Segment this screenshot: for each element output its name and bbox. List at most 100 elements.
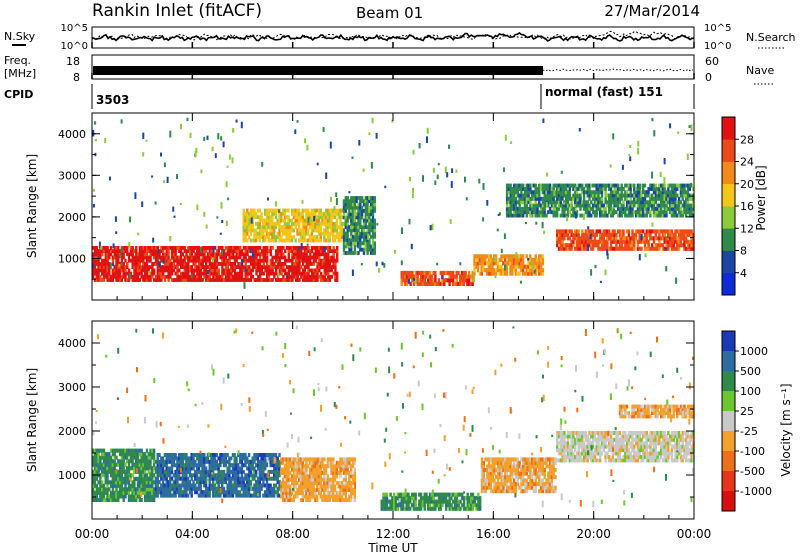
heatmap-cell: [599, 232, 602, 237]
heatmap-cell: [203, 459, 206, 464]
heatmap-cell: [133, 265, 136, 269]
heatmap-cell: [688, 196, 691, 201]
heatmap-cell: [513, 193, 516, 198]
heatmap-cell: [97, 455, 100, 460]
heatmap-cell: [251, 274, 255, 279]
heatmap-cell: [160, 246, 163, 250]
heatmap-cell: [305, 265, 308, 269]
heatmap-cell: [360, 205, 364, 210]
heatmap-cell: [249, 208, 253, 213]
heatmap-cell: [636, 229, 640, 234]
heatmap-cell: [240, 453, 244, 457]
heatmap-cell: [303, 274, 307, 279]
heatmap-cell: [212, 274, 215, 279]
heatmap-cell: [117, 252, 120, 257]
heatmap-cell: [595, 229, 598, 234]
heatmap-cell: [563, 190, 566, 195]
heatmap-cell: [192, 268, 195, 273]
heatmap-cell: [219, 232, 222, 235]
heatmap-cell: [109, 455, 113, 460]
heatmap-cell: [170, 459, 174, 464]
heatmap-cell: [101, 480, 104, 485]
heatmap-cell: [117, 476, 120, 481]
heatmap-cell: [593, 203, 597, 208]
heatmap-cell: [118, 452, 122, 457]
heatmap-cell: [599, 236, 602, 241]
heatmap-cell: [679, 187, 683, 191]
heatmap-cell: [235, 469, 238, 474]
heatmap-cell: [599, 229, 602, 234]
heatmap-cell: [545, 213, 548, 218]
heatmap-cell: [178, 274, 181, 279]
heatmap-cell: [371, 251, 375, 255]
heatmap-cell: [197, 252, 201, 257]
heatmap-cell: [136, 480, 140, 485]
heatmap-cell: [527, 258, 530, 261]
heatmap-cell: [645, 236, 648, 241]
heatmap-cell: [167, 246, 170, 250]
heatmap-cell: [615, 246, 618, 251]
heatmap-cell: [293, 268, 296, 273]
heatmap-cell: [169, 268, 172, 273]
heatmap-cell: [668, 236, 672, 241]
heatmap-cell: [113, 268, 116, 273]
heatmap-cell: [595, 193, 598, 198]
heatmap-cell: [170, 271, 174, 276]
heatmap-cell: [113, 462, 116, 467]
heatmap-cell: [663, 158, 666, 165]
heatmap-cell: [514, 206, 518, 211]
heatmap-cell: [314, 221, 317, 226]
heatmap-cell: [226, 274, 229, 279]
heatmap-cell: [420, 270, 423, 276]
heatmap-cell: [232, 265, 235, 269]
colorbar-swatch: [722, 183, 735, 207]
heatmap-cell: [464, 176, 466, 183]
heatmap-cell: [561, 239, 564, 244]
heatmap-cell: [111, 473, 115, 478]
heatmap-cell: [280, 228, 283, 233]
heatmap-cell: [233, 483, 236, 488]
heatmap-cell: [174, 453, 177, 457]
heatmap-cell: [278, 225, 281, 230]
heatmap-cell: [644, 253, 647, 258]
heatmap-cell: [95, 494, 98, 499]
heatmap-cell: [102, 268, 106, 273]
heatmap-cell: [599, 190, 602, 195]
heatmap-cell: [258, 476, 261, 481]
heatmap-cell: [266, 258, 269, 263]
heatmap-cell: [197, 271, 201, 276]
heatmap-cell: [264, 278, 267, 282]
heatmap-cell: [332, 231, 335, 236]
heatmap-cell: [350, 212, 353, 217]
heatmap-cell: [597, 187, 600, 191]
heatmap-cell: [545, 193, 548, 198]
heatmap-cell: [283, 231, 287, 236]
heatmap-cell: [101, 483, 104, 488]
heatmap-cell: [652, 187, 656, 191]
heatmap-cell: [231, 157, 234, 164]
heatmap-cell: [346, 205, 349, 210]
heatmap-cell: [181, 246, 185, 250]
heatmap-cell: [162, 274, 165, 279]
heatmap-cell: [109, 469, 113, 474]
heatmap-cell: [289, 278, 292, 282]
heatmap-cell: [142, 476, 145, 481]
colorbar-tick-label: 4: [740, 267, 747, 280]
heatmap-cell: [342, 251, 346, 255]
heatmap-cell: [514, 187, 518, 191]
heatmap-cell: [634, 236, 638, 241]
heatmap-cell: [167, 493, 170, 498]
heatmap-cell: [179, 203, 182, 206]
heatmap-cell: [115, 265, 118, 269]
heatmap-cell: [111, 452, 115, 457]
heatmap-cell: [683, 236, 686, 241]
heatmap-cell: [692, 243, 695, 248]
heatmap-cell: [156, 463, 159, 468]
heatmap-cell: [685, 203, 688, 208]
heatmap-cell: [237, 274, 240, 279]
heatmap-cell: [351, 199, 355, 204]
heatmap-cell: [627, 236, 631, 241]
freq-label-2: [MHz]: [4, 67, 36, 80]
heatmap-cell: [525, 206, 528, 211]
heatmap-cell: [332, 235, 335, 240]
